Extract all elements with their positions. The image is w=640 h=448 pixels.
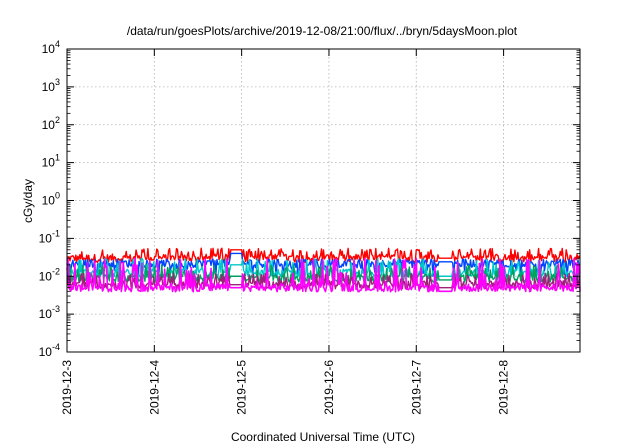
y-tick-label: 10-4 [39, 342, 60, 359]
y-tick-label: 102 [42, 115, 60, 132]
y-tick-label: 100 [42, 191, 60, 208]
x-tick-label: 2019-12-4 [147, 360, 161, 415]
y-tick-labels: 10-4 10-3 10-2 10-1 100 101 102 103 104 [39, 39, 60, 359]
y-tick-label: 10-1 [39, 228, 60, 245]
y-tick-label: 104 [42, 39, 60, 56]
ticks [66, 48, 580, 353]
y-tick-label: 103 [42, 77, 60, 94]
y-tick-label: 10-2 [39, 266, 60, 283]
chart-title: /data/run/goesPlots/archive/2019-12-08/2… [127, 24, 518, 38]
x-tick-label: 2019-12-7 [409, 360, 423, 415]
y-axis-label: cGy/day [21, 179, 35, 223]
x-tick-label: 2019-12-5 [235, 360, 249, 415]
y-tick-label: 101 [42, 153, 60, 170]
series-line [66, 247, 581, 263]
x-tick-label: 2019-12-6 [322, 360, 336, 415]
x-tick-label: 2019-12-3 [60, 360, 74, 415]
series-layer [66, 247, 581, 293]
x-axis-label: Coordinated Universal Time (UTC) [231, 430, 415, 444]
series-line [66, 257, 581, 293]
series-line [66, 257, 581, 279]
x-tick-labels: 2019-12-3 2019-12-4 2019-12-5 2019-12-6 2019… [60, 360, 511, 415]
x-tick-label: 2019-12-8 [497, 360, 511, 415]
grid [67, 49, 580, 352]
y-tick-label: 10-3 [39, 304, 60, 321]
